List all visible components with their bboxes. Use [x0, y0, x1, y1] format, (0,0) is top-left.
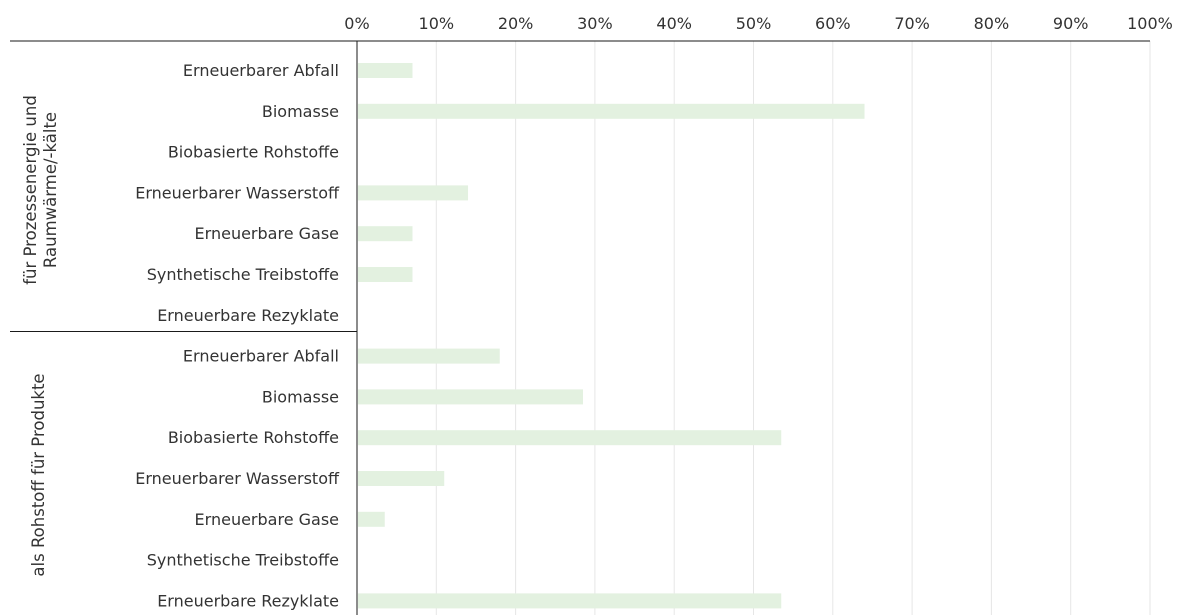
group-label-line: für Prozessenergie und — [21, 95, 40, 285]
x-tick-label: 100% — [1127, 14, 1173, 33]
group-label-line: Raumwärme/-kälte — [41, 112, 60, 268]
bar — [358, 430, 782, 446]
axis-frame — [10, 40, 1150, 615]
group-label: für Prozessenergie undRaumwärme/-kälte — [21, 95, 60, 285]
x-tick-label: 30% — [577, 14, 613, 33]
category-label: Erneuerbarer Wasserstoff — [135, 183, 340, 202]
bar — [358, 593, 782, 609]
x-tick-label: 90% — [1053, 14, 1089, 33]
category-label: Biobasierte Rohstoffe — [168, 428, 339, 447]
bar — [358, 63, 413, 78]
category-label: Biobasierte Rohstoffe — [168, 143, 339, 162]
category-labels: Erneuerbarer Abfall Biomasse Biobasierte R… — [135, 61, 340, 610]
x-tick-label: 70% — [894, 14, 930, 33]
bars — [358, 63, 865, 609]
bar — [358, 226, 413, 242]
x-tick-label: 40% — [656, 14, 692, 33]
x-tick-label: 0% — [344, 14, 369, 33]
x-tick-label: 20% — [498, 14, 534, 33]
x-tick-label: 60% — [815, 14, 851, 33]
bar — [358, 471, 445, 486]
group-label-line: als Rohstoff für Produkte — [29, 373, 48, 576]
bar — [358, 348, 500, 364]
x-tick-label: 10% — [419, 14, 455, 33]
bar — [358, 185, 469, 201]
category-label: Erneuerbarer Wasserstoff — [135, 469, 340, 488]
category-label: Erneuerbare Gase — [195, 224, 339, 243]
category-label: Synthetische Treibstoffe — [147, 265, 339, 284]
category-label: Erneuerbare Rezyklate — [157, 306, 339, 325]
category-label: Erneuerbarer Abfall — [183, 61, 339, 80]
bar — [358, 389, 584, 405]
group-labels: für Prozessenergie undRaumwärme/-kälte al… — [21, 95, 60, 576]
category-label: Erneuerbarer Abfall — [183, 347, 339, 366]
category-label: Biomasse — [262, 387, 339, 406]
group-label: als Rohstoff für Produkte — [29, 373, 48, 576]
category-label: Synthetische Treibstoffe — [147, 551, 339, 570]
category-label: Erneuerbare Rezyklate — [157, 591, 339, 610]
bar — [358, 103, 865, 119]
category-label: Biomasse — [262, 102, 339, 121]
x-tick-label: 80% — [974, 14, 1010, 33]
category-label: Erneuerbare Gase — [195, 510, 339, 529]
bar — [358, 267, 413, 282]
x-tick-label: 50% — [736, 14, 772, 33]
gridlines — [435, 41, 1151, 615]
bar — [358, 511, 385, 527]
x-tick-labels: 0% 10% 20% 30% 40% 50% 60% 70% 80% 90% 100% — [344, 14, 1173, 33]
